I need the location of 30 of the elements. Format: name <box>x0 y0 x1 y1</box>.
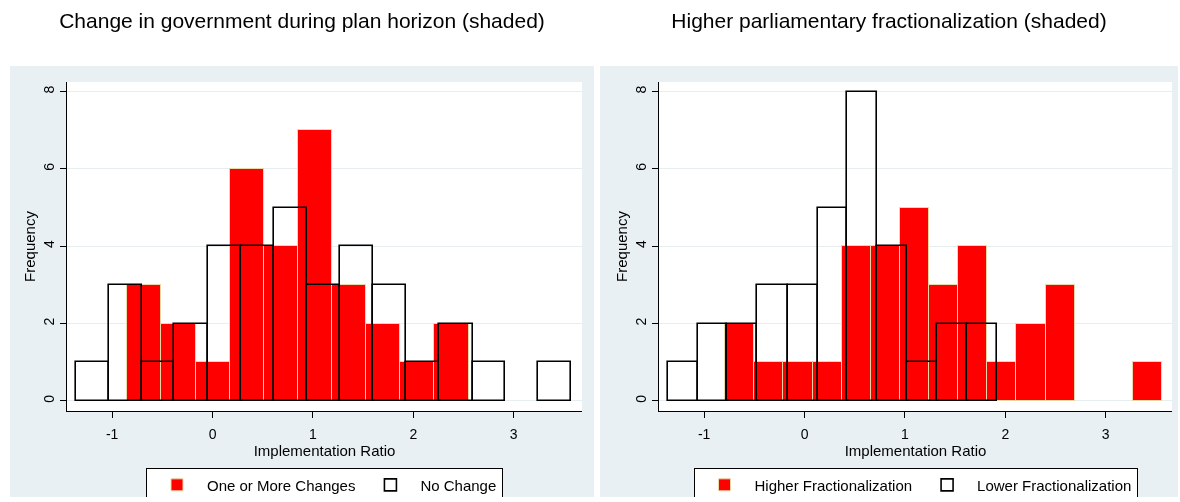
x-tick-label: 1 <box>901 425 910 442</box>
legend-label: Lower Fractionalization <box>977 476 1132 494</box>
y-tick-label: 2 <box>41 317 58 326</box>
y-tick-label: 6 <box>41 162 58 171</box>
y-axis-title: Frequency <box>20 210 38 282</box>
y-tick-label: 8 <box>41 85 58 94</box>
x-tick-label: -1 <box>697 425 711 442</box>
x-tick-label: 3 <box>1101 425 1110 442</box>
y-tick-label: 4 <box>41 240 58 249</box>
y-tick-label: 6 <box>633 162 650 171</box>
x-axis-title: Implementation Ratio <box>253 441 396 459</box>
y-tick-label: 4 <box>633 240 650 249</box>
x-tick-label: 0 <box>208 425 217 442</box>
y-tick-label: 8 <box>633 85 650 94</box>
y-axis-title: Frequency <box>612 210 630 282</box>
chart-title: Higher parliamentary fractionalization (shaded) <box>670 9 1108 33</box>
x-tick-label: -1 <box>105 425 119 442</box>
x-tick-label: 3 <box>509 425 518 442</box>
y-tick-label: 0 <box>633 394 650 403</box>
x-tick-label: 1 <box>309 425 318 442</box>
y-tick-label: 0 <box>41 394 58 403</box>
x-axis-title: Implementation Ratio <box>844 441 987 459</box>
x-tick-label: 2 <box>409 425 418 442</box>
chart-title: Change in government during plan horizon (shaded) <box>58 9 546 33</box>
legend-label: Higher Fractionalization <box>754 476 913 494</box>
y-tick-label: 2 <box>633 317 650 326</box>
legend-label: One or More Changes <box>207 476 356 494</box>
x-tick-label: 0 <box>800 425 809 442</box>
x-tick-label: 2 <box>1001 425 1010 442</box>
legend-label: No Change <box>420 476 497 494</box>
